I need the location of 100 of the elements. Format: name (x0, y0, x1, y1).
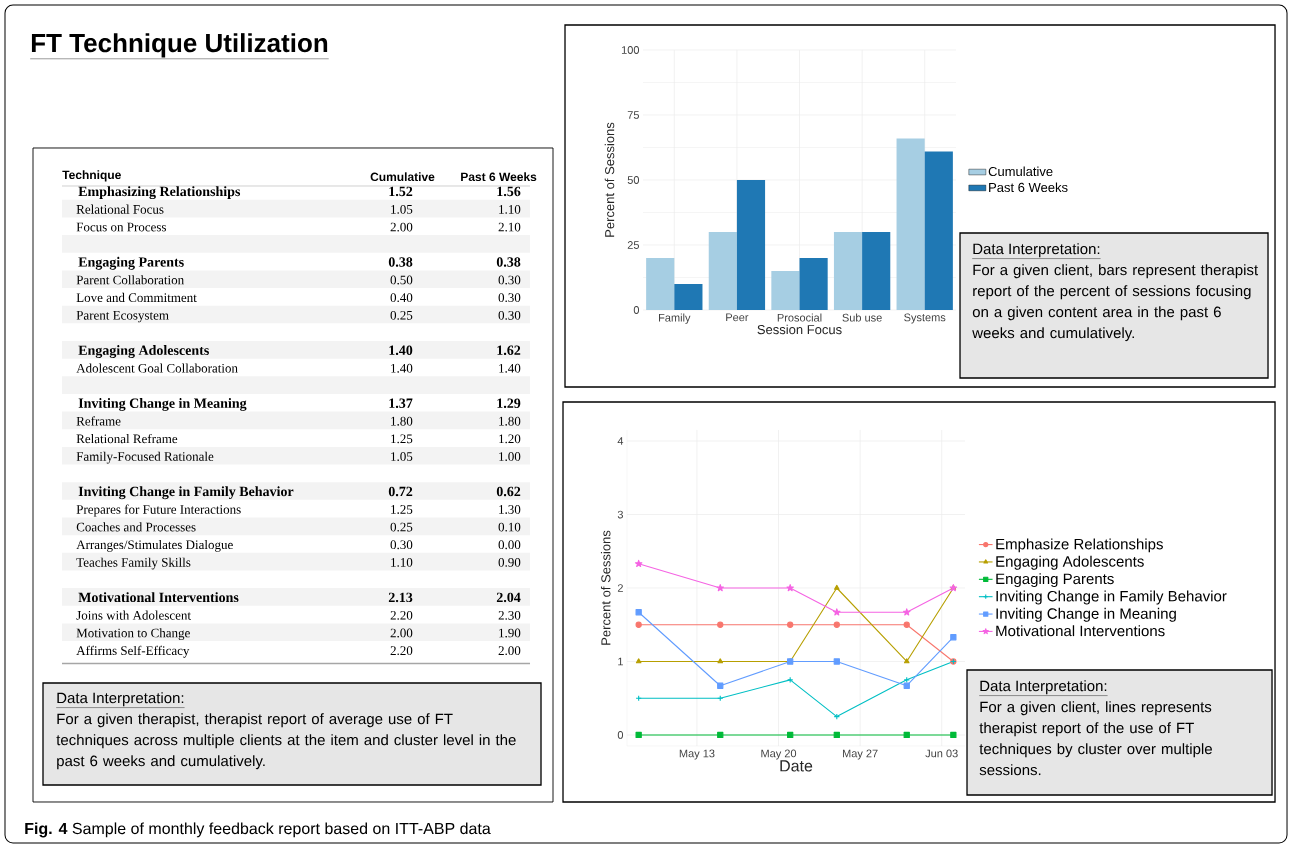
x-tick-label: May 13 (679, 749, 715, 760)
category-label: Coaches and Processes (76, 522, 196, 532)
category-label: Relational Focus (76, 204, 164, 214)
data-label: 1.05 (391, 205, 413, 214)
data-label: 1.56 (497, 186, 521, 197)
data-label: 0.30 (498, 275, 521, 285)
legend-label: Inviting Change in Meaning (996, 607, 1176, 622)
x-axis-title: Date (780, 760, 813, 772)
category-label: Parent Collaboration (76, 275, 184, 285)
y-tick-label: 100 (621, 46, 640, 54)
category-label: Love and Commitment (76, 292, 197, 303)
category-label: Affirms Self-Efficacy (76, 645, 190, 658)
data-label: 1.05 (391, 452, 413, 461)
legend-label: Engaging Parents (996, 573, 1114, 588)
data-label: 0.38 (388, 257, 413, 267)
data-label: 0.10 (498, 522, 521, 532)
data-label: 0.30 (390, 540, 413, 550)
x-tick-label: Peer (726, 313, 749, 322)
category-label: Prepares for Future Interactions (76, 504, 241, 517)
data-label: 2.30 (498, 610, 521, 620)
category-label: Inviting Change in Family Behavior (78, 486, 294, 500)
data-label: 1.52 (389, 186, 413, 197)
data-label: 0.30 (498, 310, 521, 320)
data-label: 0.00 (498, 540, 521, 550)
category-label: Adolescent Goal Collaboration (76, 363, 238, 373)
x-tick-label: May 20 (761, 749, 797, 760)
y-tick-label: 50 (627, 176, 640, 184)
data-label: 2.20 (390, 610, 413, 620)
text: Cumulative (370, 172, 435, 182)
x-tick-label: Jun 03 (925, 749, 958, 758)
data-label: 1.40 (389, 345, 413, 356)
text: FT Technique Utilization (31, 33, 328, 58)
data-label: 0.72 (388, 486, 413, 497)
data-label: 1.80 (391, 416, 413, 426)
x-tick-label: Family (659, 313, 691, 324)
text: Data Interpretation: (980, 680, 1107, 695)
data-label: 0.25 (390, 522, 413, 532)
text: Fig. 4 Sample of monthly feedback report based on ITT-ABP data (25, 822, 491, 838)
legend-label: Emphasize Relationships (996, 538, 1163, 553)
data-label: 2.00 (390, 222, 413, 232)
data-label: 0.50 (390, 275, 413, 285)
category-label: Engaging Adolescents (78, 345, 209, 358)
category-label: Motivational Interventions (78, 592, 239, 603)
data-label: 1.62 (497, 345, 521, 356)
legend-label: Past 6 Weeks (989, 182, 1068, 193)
data-label: 1.40 (499, 363, 521, 373)
data-label: 2.00 (390, 628, 413, 638)
data-label: 1.10 (391, 558, 413, 567)
y-tick-label: 2 (617, 584, 623, 592)
text: Past 6 Weeks (461, 172, 537, 182)
category-label: Emphasizing Relationships (78, 186, 241, 200)
category-label: Parent Ecosystem (76, 311, 169, 323)
category-label: Joins with Adolescent (76, 610, 191, 620)
y-axis-title: Percent of Sessions (604, 122, 615, 237)
data-label: 1.25 (391, 505, 413, 514)
data-label: 1.10 (499, 205, 521, 214)
category-label: Teaches Family Skills (76, 557, 191, 570)
y-tick-label: 1 (618, 657, 623, 666)
y-tick-label: 75 (627, 111, 639, 119)
text: For a given therapist, therapist report of average use of FT techniques across multiple clients at the item and cluster level in the past 6 weeks and cumulatively. (56, 713, 516, 770)
category-label: Focus on Process (76, 222, 167, 232)
x-tick-label: Sub use (842, 313, 882, 322)
data-label: 1.29 (497, 398, 521, 408)
category-label: Inviting Change in Meaning (78, 398, 247, 411)
data-label: 2.04 (496, 592, 521, 603)
legend-label: Inviting Change in Family Behavior (996, 590, 1227, 605)
y-tick-label: 3 (617, 510, 623, 519)
y-tick-label: 4 (617, 437, 624, 445)
text: For a given client, bars represent therapist report of the percent of sessions focusing on a given content area in the past 6 weeks and cumulatively. (972, 264, 1259, 342)
x-axis-title: Session Focus (757, 324, 842, 335)
data-label: 0.25 (390, 310, 413, 320)
x-tick-label: Systems (904, 313, 946, 324)
text: Technique (62, 170, 121, 182)
data-label: 2.10 (498, 222, 521, 232)
legend-label: Engaging Adolescents (996, 555, 1144, 570)
category-label: Family-Focused Rationale (76, 451, 214, 464)
data-label: 1.40 (391, 363, 413, 373)
data-label: 2.13 (388, 592, 413, 603)
data-label: 1.37 (389, 398, 413, 408)
legend-label: Cumulative (988, 166, 1053, 177)
category-label: Arranges/Stimulates Dialogue (76, 539, 233, 552)
data-label: 1.80 (499, 416, 521, 426)
data-label: 1.25 (391, 434, 413, 444)
data-label: 1.00 (499, 452, 521, 461)
y-axis-title: Percent of Sessions (600, 530, 611, 645)
x-tick-label: Prosocial (777, 313, 822, 322)
data-label: 0.40 (390, 293, 413, 303)
data-label: 2.20 (390, 646, 413, 656)
data-label: 0.90 (498, 558, 521, 567)
data-label: 1.30 (499, 505, 521, 514)
y-tick-label: 0 (633, 306, 640, 314)
text: Data Interpretation: (973, 243, 1100, 258)
category-label: Motivation to Change (76, 628, 190, 641)
text: For a given client, lines represents therapist report of the use of FT techniques by cluster over multiple sessions. (979, 701, 1212, 776)
data-label: 0.30 (498, 293, 521, 303)
data-label: 1.20 (499, 434, 521, 444)
y-tick-label: 0 (617, 731, 624, 739)
text: Data Interpretation: (57, 692, 184, 707)
legend-label: Motivational Interventions (996, 625, 1165, 637)
data-label: 2.00 (498, 646, 521, 656)
